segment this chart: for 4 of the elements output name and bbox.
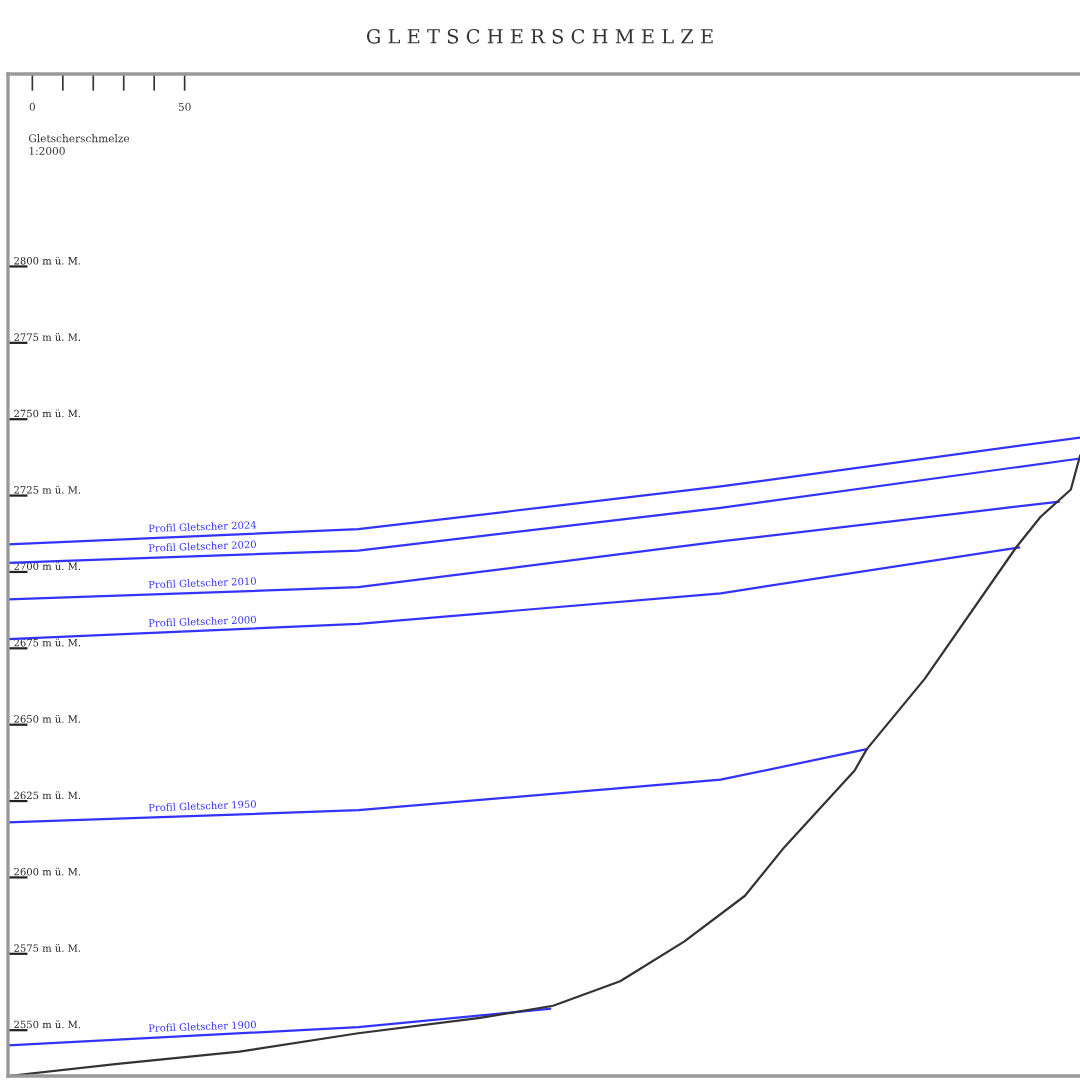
line-series xyxy=(8,500,1060,601)
chart-title: G L E T S C H E R S C H M E L Z E xyxy=(366,28,713,44)
line-series xyxy=(8,748,868,824)
line-series xyxy=(8,457,1079,564)
